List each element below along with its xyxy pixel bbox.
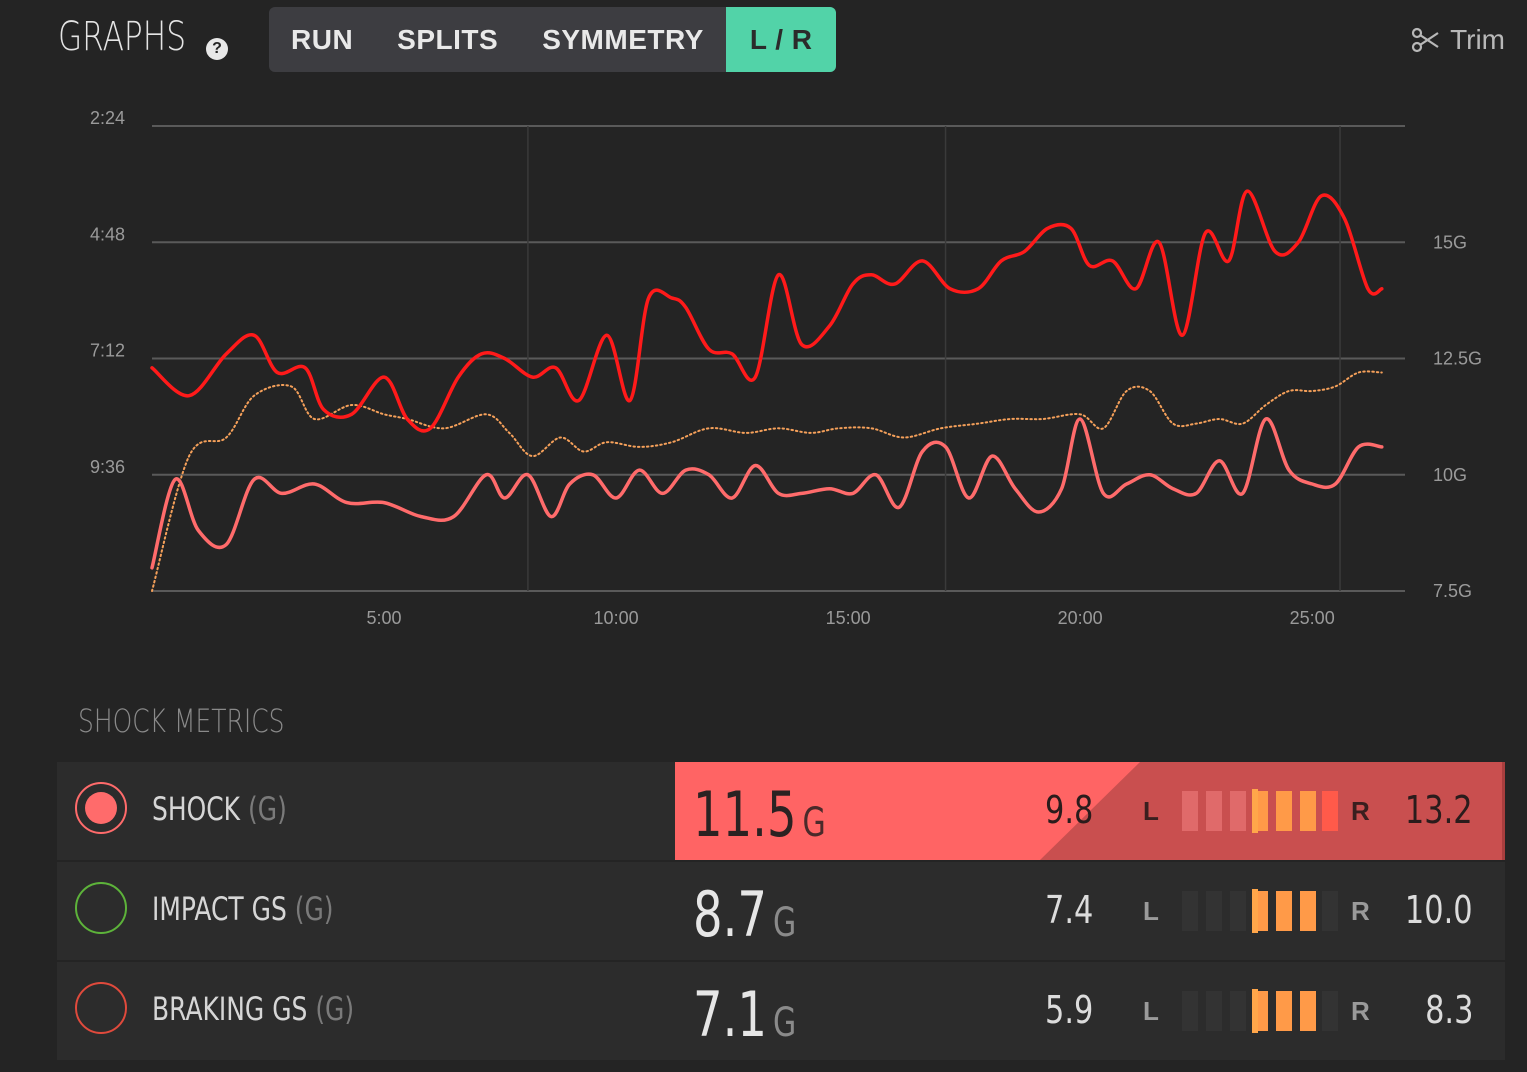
metric-row-shock[interactable]: SHOCK (G) 11.5 G 9.8 L R 13.2 bbox=[57, 762, 1505, 860]
y-left-tick-label: 2:24 bbox=[90, 108, 125, 128]
right-label: R bbox=[1351, 796, 1370, 826]
metric-value-unit: G bbox=[802, 800, 826, 846]
x-tick-label: 10:00 bbox=[594, 608, 639, 628]
right-label: R bbox=[1351, 996, 1370, 1026]
right-value: 10.0 bbox=[1405, 888, 1473, 932]
page-title: GRAPHS bbox=[58, 14, 187, 60]
metric-row-braking[interactable]: BRAKING GS (G) 7.1 G 5.9 L R 8.3 bbox=[57, 962, 1505, 1060]
balance-bar bbox=[1300, 791, 1316, 831]
balance-center-marker bbox=[1252, 889, 1258, 933]
x-tick-label: 25:00 bbox=[1290, 608, 1335, 628]
balance-bar bbox=[1206, 991, 1222, 1031]
balance-bar bbox=[1322, 891, 1338, 931]
y-left-tick-label: 7:12 bbox=[90, 341, 125, 361]
left-value: 9.8 bbox=[1045, 788, 1094, 832]
right-value: 8.3 bbox=[1424, 988, 1473, 1032]
balance-bars bbox=[1182, 789, 1338, 833]
metric-name: BRAKING GS bbox=[152, 990, 308, 1028]
metric-value-unit: G bbox=[772, 1000, 797, 1046]
x-tick-label: 15:00 bbox=[826, 608, 871, 628]
left-value: 7.4 bbox=[1045, 888, 1094, 932]
series-line-2 bbox=[151, 370, 1383, 592]
y-left-tick-label: 9:36 bbox=[90, 457, 125, 477]
series-toggle-icon[interactable] bbox=[75, 882, 127, 934]
y-right-tick-label: 10G bbox=[1433, 465, 1467, 485]
balance-bar bbox=[1276, 891, 1292, 931]
tab-run[interactable]: RUN bbox=[291, 24, 354, 55]
view-tabs: RUN SPLITS SYMMETRY L / R bbox=[269, 7, 837, 72]
metric-unit: (G) bbox=[294, 890, 334, 928]
y-left-tick-label: 4:48 bbox=[90, 224, 125, 244]
left-label: L bbox=[1143, 996, 1159, 1026]
trim-label: Trim bbox=[1450, 24, 1505, 55]
section-title: SHOCK METRICS bbox=[78, 702, 285, 740]
y-right-tick-label: 15G bbox=[1433, 232, 1467, 252]
left-label: L bbox=[1143, 796, 1159, 826]
balance-bars bbox=[1182, 989, 1338, 1033]
x-tick-label: 5:00 bbox=[367, 608, 402, 628]
left-value: 5.9 bbox=[1045, 988, 1094, 1032]
y-right-tick-label: 12.5G bbox=[1433, 349, 1482, 369]
balance-bar bbox=[1206, 791, 1222, 831]
balance-bar bbox=[1230, 991, 1246, 1031]
metric-name: SHOCK bbox=[152, 790, 241, 828]
balance-bar bbox=[1182, 991, 1198, 1031]
balance-bar bbox=[1230, 791, 1246, 831]
balance-bar bbox=[1276, 791, 1292, 831]
right-value: 13.2 bbox=[1405, 788, 1473, 832]
metric-value: 11.5 bbox=[693, 778, 797, 851]
series-line-0 bbox=[150, 189, 1384, 433]
metric-value: 7.1 bbox=[693, 978, 767, 1051]
series-toggle-icon[interactable] bbox=[75, 982, 127, 1034]
balance-bar bbox=[1182, 891, 1198, 931]
left-label: L bbox=[1143, 896, 1159, 926]
balance-bar bbox=[1300, 891, 1316, 931]
balance-bar bbox=[1276, 991, 1292, 1031]
x-tick-label: 20:00 bbox=[1058, 608, 1103, 628]
series-toggle-icon[interactable] bbox=[75, 782, 127, 834]
tab-symmetry[interactable]: SYMMETRY bbox=[542, 24, 704, 55]
scissors-icon bbox=[1411, 27, 1439, 53]
lr-chart: 2:24 4:48 7:12 9:36 15G 12.5G 10G 7.5G 5:00 10:00… bbox=[90, 108, 1482, 628]
y-right-tick-label: 7.5G bbox=[1433, 581, 1472, 601]
balance-bar bbox=[1322, 991, 1338, 1031]
balance-bar bbox=[1206, 891, 1222, 931]
tab-left-right[interactable]: L / R bbox=[725, 7, 837, 72]
balance-bar bbox=[1300, 991, 1316, 1031]
balance-bar bbox=[1322, 791, 1338, 831]
help-icon[interactable]: ? bbox=[206, 38, 228, 60]
metric-name: IMPACT GS bbox=[152, 890, 287, 928]
metric-value-unit: G bbox=[772, 900, 797, 946]
metrics-table: SHOCK (G) 11.5 G 9.8 L R 13.2 IMPACT GS (… bbox=[57, 762, 1505, 1062]
metric-value: 8.7 bbox=[693, 878, 767, 951]
balance-center-marker bbox=[1252, 989, 1258, 1033]
balance-bar bbox=[1182, 791, 1198, 831]
balance-center-marker bbox=[1252, 789, 1258, 833]
balance-bar bbox=[1230, 891, 1246, 931]
metric-unit: (G) bbox=[315, 990, 355, 1028]
trim-button[interactable]: Trim bbox=[1410, 24, 1505, 56]
balance-bars bbox=[1182, 889, 1338, 933]
metric-row-impact[interactable]: IMPACT GS (G) 8.7 G 7.4 L R 10.0 bbox=[57, 862, 1505, 960]
tab-splits[interactable]: SPLITS bbox=[397, 24, 499, 55]
series-line-1 bbox=[150, 417, 1384, 570]
metric-unit: (G) bbox=[247, 790, 287, 828]
right-label: R bbox=[1351, 896, 1370, 926]
